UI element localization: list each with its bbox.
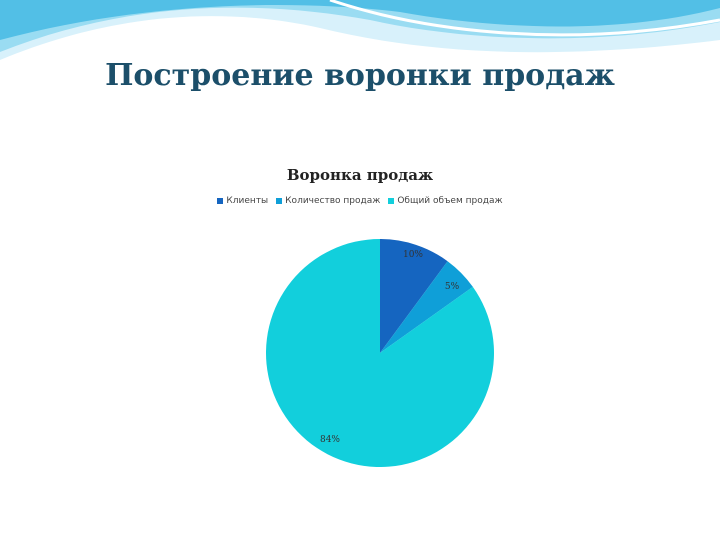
pie-slice	[380, 261, 473, 353]
pie-slice	[380, 239, 448, 353]
legend-swatch	[217, 198, 224, 204]
wave-front	[0, 0, 720, 40]
legend-label: Количество продаж	[285, 196, 381, 206]
slide-title: Построение воронки продаж	[105, 58, 615, 93]
legend-label: Общий объем продаж	[397, 196, 503, 206]
chart-legend: Клиенты Количество продаж Общий объем пр…	[0, 196, 720, 206]
chart-title: Воронка продаж	[286, 166, 434, 184]
legend-item-total-volume: Общий объем продаж	[388, 196, 503, 206]
wave-highlight	[329, 0, 720, 37]
legend-item-sales-count: Количество продаж	[276, 196, 380, 206]
legend-swatch	[388, 198, 395, 204]
legend-item-clients: Клиенты	[217, 196, 268, 206]
legend-label: Клиенты	[226, 196, 269, 206]
slice-percent-label: 5%	[445, 282, 460, 292]
slice-percent-label: 10%	[403, 250, 423, 260]
slice-percent-label: 84%	[320, 435, 340, 445]
pie-slice	[266, 239, 495, 468]
header-wave-decoration	[0, 0, 720, 60]
legend-swatch	[276, 198, 283, 204]
